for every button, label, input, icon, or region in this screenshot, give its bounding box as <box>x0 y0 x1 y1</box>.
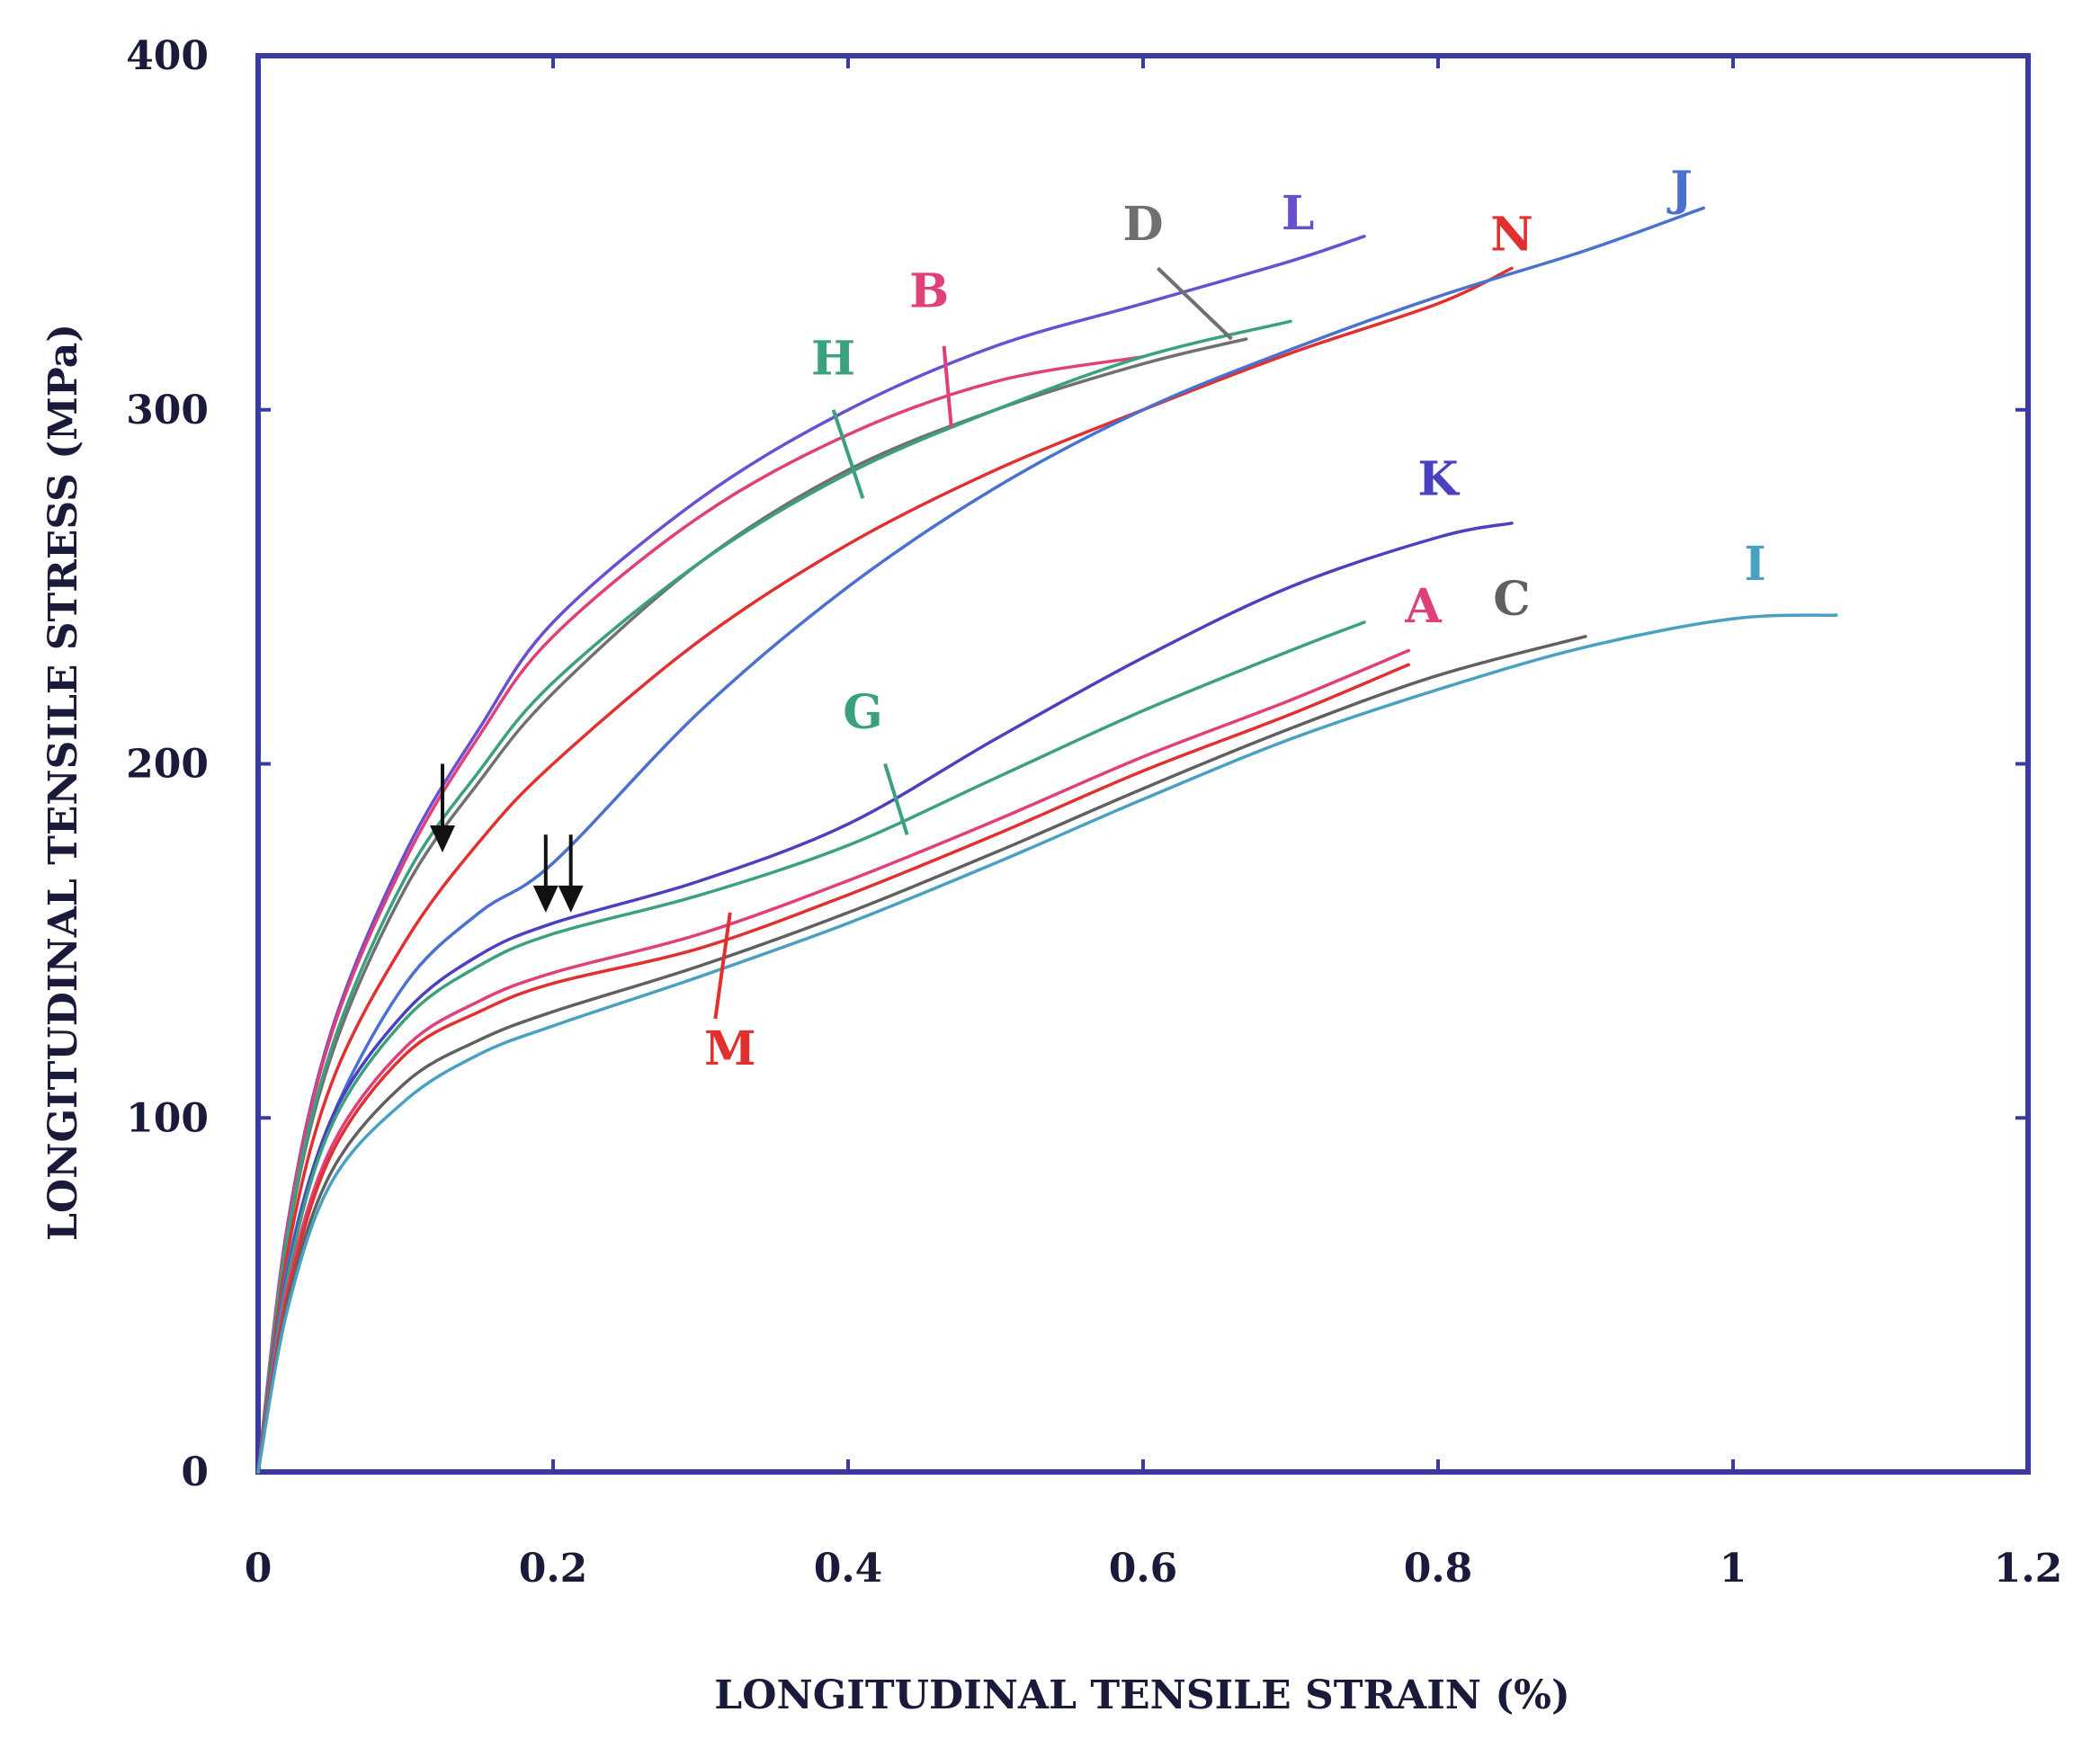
series-g-label: G <box>843 685 882 740</box>
series-k-line <box>256 522 1514 1474</box>
y-tick-label: 400 <box>126 33 209 79</box>
series-b-label: B <box>909 264 949 319</box>
plot-frame <box>255 53 2031 1475</box>
series-g-leader <box>883 762 909 835</box>
series-i-label: I <box>1744 537 1765 592</box>
arrow-2-head <box>532 885 559 913</box>
series-k-label: K <box>1417 451 1460 506</box>
series-h-label: H <box>811 331 855 386</box>
x-tick-label: 0.8 <box>1404 1546 1473 1592</box>
y-tick-label: 100 <box>126 1095 209 1141</box>
series-a-line <box>256 648 1410 1474</box>
series-h-leader <box>831 409 865 499</box>
arrow-annotations <box>430 763 584 913</box>
series-g-line <box>256 620 1366 1474</box>
series-l-label: L <box>1282 186 1315 241</box>
series-labels: L D BH N J K G A M C I <box>704 161 1766 1076</box>
arrow-1-head <box>430 825 455 852</box>
series-d-line <box>256 337 1248 1474</box>
series-h-line <box>256 319 1292 1474</box>
series-m-label: M <box>704 1021 756 1076</box>
x-tick-label: 1.2 <box>1994 1546 2063 1592</box>
label-leader-lines <box>713 266 1233 1020</box>
x-tick-label: 1 <box>1720 1546 1747 1592</box>
arrow-3-head <box>558 885 584 913</box>
y-tick-label: 300 <box>126 388 209 433</box>
axis-ticks: 0 0.2 0.4 0.6 0.8 1 1.2 0 100 200 300 400 <box>126 33 2062 1592</box>
y-tick-label: 0 <box>181 1449 209 1495</box>
x-tick-label: 0.4 <box>814 1546 883 1592</box>
series-m-leader <box>713 912 732 1020</box>
series-n-line <box>256 266 1514 1474</box>
y-tick-label: 200 <box>126 742 209 788</box>
y-axis-title: LONGITUDINAL TENSILE STRESS (MPa) <box>40 324 86 1241</box>
series-c-line <box>256 635 1587 1474</box>
series-d-leader <box>1157 266 1233 341</box>
series-b-line <box>256 354 1145 1474</box>
series-d-label: D <box>1122 197 1163 252</box>
series-i-line <box>256 613 1838 1474</box>
x-tick-label: 0.2 <box>519 1546 588 1592</box>
x-tick-label: 0.6 <box>1109 1546 1178 1592</box>
series-b-leader <box>942 345 953 428</box>
series-a-label: A <box>1404 579 1442 634</box>
series-j-label: J <box>1667 161 1693 216</box>
series-c-label: C <box>1493 572 1530 627</box>
series-m-line <box>256 663 1410 1474</box>
series-lines <box>256 206 1838 1474</box>
series-n-label: N <box>1490 208 1533 263</box>
plot-border <box>255 53 2031 1475</box>
x-tick-label: 0 <box>245 1546 273 1592</box>
x-axis-title: LONGITUDINAL TENSILE STRAIN (%) <box>714 1672 1570 1718</box>
